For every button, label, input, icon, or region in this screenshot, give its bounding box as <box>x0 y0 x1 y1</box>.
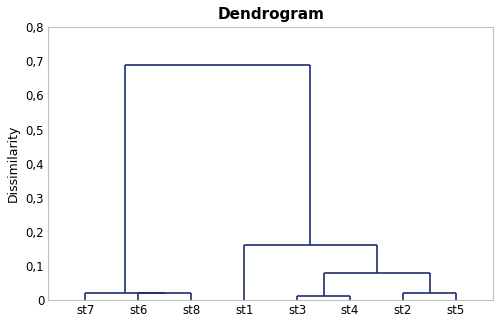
Title: Dendrogram: Dendrogram <box>217 7 324 22</box>
Y-axis label: Dissimilarity: Dissimilarity <box>7 125 20 202</box>
